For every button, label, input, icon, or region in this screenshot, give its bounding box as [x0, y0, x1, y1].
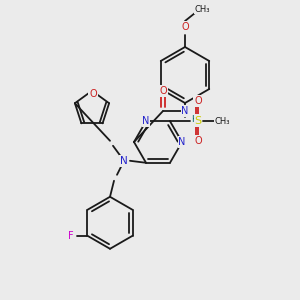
Text: H: H — [192, 115, 198, 124]
Text: S: S — [194, 116, 202, 126]
Text: O: O — [159, 86, 167, 96]
Text: O: O — [181, 22, 189, 32]
Text: CH₃: CH₃ — [194, 4, 210, 14]
Text: N: N — [178, 137, 186, 147]
Text: N: N — [120, 156, 128, 166]
Text: CH₃: CH₃ — [214, 117, 230, 126]
Text: F: F — [68, 231, 73, 241]
Text: N: N — [142, 116, 150, 126]
Text: O: O — [194, 136, 202, 146]
Text: O: O — [194, 96, 202, 106]
Text: O: O — [89, 89, 97, 99]
Text: N: N — [181, 106, 189, 116]
